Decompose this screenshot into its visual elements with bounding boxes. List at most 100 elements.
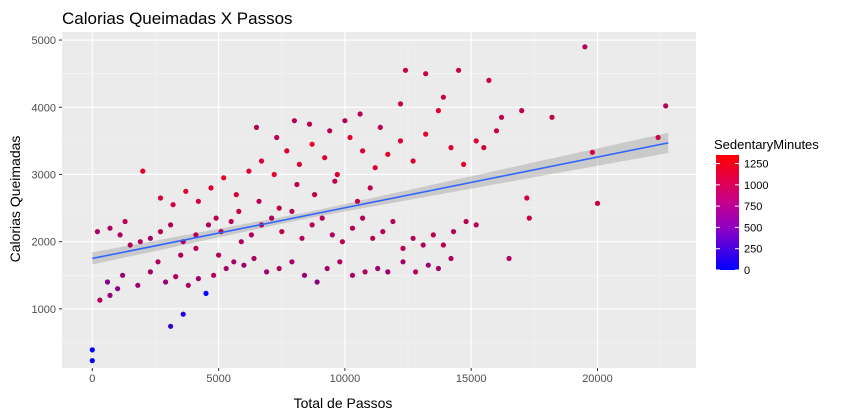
data-point (289, 259, 295, 265)
x-tick-label: 0 (89, 373, 95, 385)
data-point (410, 235, 416, 241)
data-point (236, 208, 242, 214)
data-point (195, 198, 201, 204)
data-point (104, 279, 111, 285)
data-point (354, 198, 361, 204)
data-point (334, 171, 340, 178)
data-point (155, 259, 161, 265)
data-point (526, 215, 532, 221)
data-point (120, 272, 126, 278)
data-point (448, 145, 454, 151)
data-point (375, 265, 381, 272)
data-point (367, 185, 373, 191)
data-point (107, 292, 113, 298)
data-point (413, 269, 419, 275)
legend-label: 1000 (744, 180, 768, 192)
data-point (127, 242, 133, 248)
data-point (253, 124, 260, 130)
data-point (347, 134, 353, 141)
data-point (264, 269, 270, 275)
data-point (582, 44, 588, 50)
data-point (655, 134, 661, 141)
y-tick-label: 3000 (32, 169, 56, 181)
data-point (170, 202, 176, 208)
data-point (301, 272, 308, 278)
data-point (231, 259, 237, 265)
legend-label: 750 (744, 201, 762, 213)
data-point (213, 215, 219, 221)
legend-title: SedentaryMinutes (714, 137, 819, 152)
legend-label: 500 (744, 222, 762, 234)
plot-panel (62, 32, 696, 368)
data-point (147, 269, 153, 275)
data-point (456, 67, 462, 73)
data-point (168, 222, 174, 228)
y-tick-label: 2000 (32, 237, 56, 249)
data-point (122, 218, 128, 225)
data-point (357, 111, 363, 117)
confidence-band-area (92, 132, 669, 265)
data-point (211, 272, 217, 278)
data-point (332, 178, 338, 184)
data-point (246, 168, 252, 174)
trend-line-group (92, 142, 669, 260)
data-point (94, 229, 100, 235)
data-point (370, 235, 376, 241)
data-point (390, 218, 396, 225)
data-point (402, 67, 409, 73)
legend-label: 250 (744, 244, 762, 256)
data-point (89, 347, 95, 353)
data-point (97, 297, 103, 303)
data-point (423, 131, 429, 137)
x-tick-label: 5000 (206, 373, 230, 385)
data-point (486, 77, 492, 83)
data-point (322, 155, 328, 161)
data-point (377, 124, 383, 130)
data-point (185, 282, 191, 288)
data-point (89, 358, 95, 364)
data-point (135, 282, 141, 288)
data-point (248, 232, 254, 238)
data-point (589, 149, 596, 155)
data-point (385, 269, 391, 275)
data-point (269, 215, 275, 221)
legend-colorbar (716, 155, 739, 270)
trend-line (92, 142, 669, 260)
data-point (299, 235, 305, 241)
data-point (435, 108, 441, 114)
data-point (221, 175, 227, 181)
data-point (147, 235, 153, 241)
data-point (284, 148, 290, 154)
data-point (256, 198, 262, 204)
data-point (397, 101, 404, 107)
data-point (241, 262, 247, 268)
data-point (461, 161, 467, 167)
data-point (342, 118, 348, 124)
x-tick-label: 15000 (456, 373, 487, 385)
data-point (473, 222, 479, 228)
data-point (440, 242, 446, 248)
data-point (549, 114, 555, 120)
data-point (329, 232, 335, 238)
data-point (183, 188, 189, 194)
data-point (360, 215, 366, 221)
data-point (309, 141, 315, 147)
data-point (519, 108, 525, 114)
data-point (440, 94, 446, 100)
data-point (339, 239, 345, 245)
data-point (195, 276, 201, 282)
data-point (251, 255, 257, 262)
data-point (410, 158, 416, 164)
data-point (117, 232, 123, 238)
data-point (258, 158, 265, 164)
data-point (173, 274, 179, 280)
data-point (294, 181, 300, 188)
data-point (430, 232, 436, 238)
data-point (238, 239, 244, 245)
data-point (337, 259, 343, 265)
data-point (397, 138, 404, 144)
data-point (140, 168, 146, 174)
data-point (279, 229, 285, 235)
data-point (506, 255, 512, 262)
data-point (481, 145, 487, 151)
